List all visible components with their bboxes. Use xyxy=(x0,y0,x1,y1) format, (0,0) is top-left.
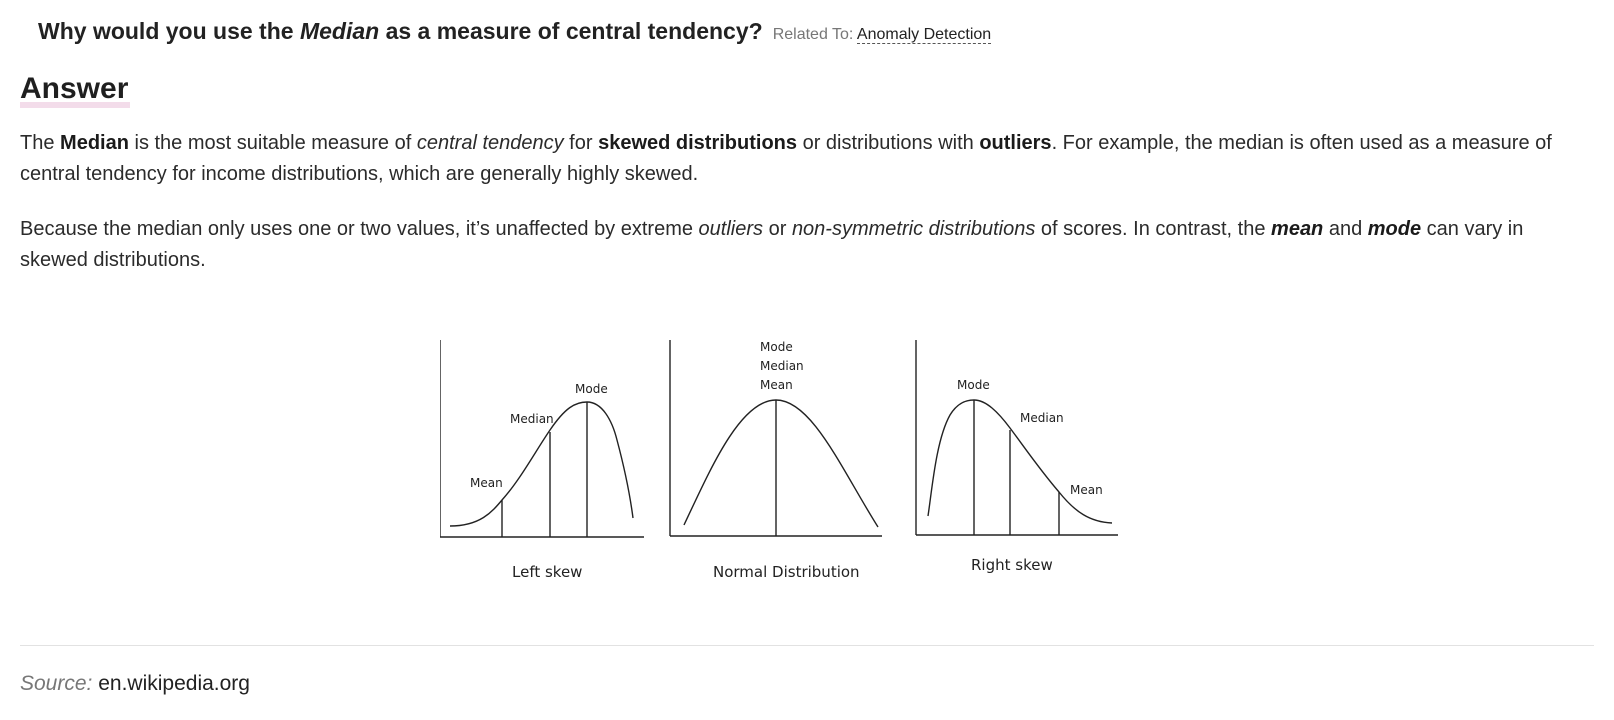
normal-caption: Normal Distribution xyxy=(713,563,860,581)
left-skew-mode-label: Mode xyxy=(575,382,608,396)
normal-mode-label: Mode xyxy=(760,340,793,354)
question-emphasis: Median xyxy=(299,18,380,44)
p1-text: . For example, the median is often used … xyxy=(20,132,1552,185)
p1-text: for xyxy=(563,132,599,154)
question-prefix: Why would you use the xyxy=(38,18,300,44)
related-topic-link[interactable]: Anomaly Detection xyxy=(856,26,992,44)
answer-heading: Answer xyxy=(20,72,129,105)
p1-bold: outliers xyxy=(979,132,1052,154)
p1-text: or distributions with xyxy=(797,132,980,154)
p2-text: can vary in skewed distributions. xyxy=(20,218,1524,271)
left-skew-mean-label: Mean xyxy=(470,476,503,490)
right-skew-caption: Right skew xyxy=(971,556,1053,574)
left-skew-caption: Left skew xyxy=(512,563,582,581)
p1-text: The xyxy=(20,132,61,154)
answer-paragraph-1: The Median is the most suitable measure … xyxy=(20,128,1594,190)
p2-bold-italic: mode xyxy=(1367,218,1422,240)
normal-median-label: Median xyxy=(760,359,804,373)
p2-bold-italic: mean xyxy=(1271,218,1324,240)
right-skew-mean-label: Mean xyxy=(1070,483,1103,497)
p1-text: is the most suitable measure of xyxy=(128,132,417,154)
p2-italic: non-symmetric distributions xyxy=(791,218,1036,240)
answer-paragraph-2: Because the median only uses one or two … xyxy=(20,214,1594,276)
answer-highlight xyxy=(20,102,130,108)
right-skew-curve xyxy=(927,399,1113,524)
p1-bold: Median xyxy=(60,132,129,154)
source-label: Source: xyxy=(20,672,93,695)
p1-italic: central tendency xyxy=(416,132,564,154)
right-skew-median-label: Median xyxy=(1020,411,1064,425)
related-to: Related To: Anomaly Detection xyxy=(772,26,992,44)
source-value: en.wikipedia.org xyxy=(98,672,250,695)
normal-mean-label: Mean xyxy=(760,378,793,392)
skew-diagram-figure: Mean Median Mode Left skew Mode Median M… xyxy=(439,334,1170,610)
p2-text: and xyxy=(1323,218,1368,240)
left-skew-median-label: Median xyxy=(510,412,554,426)
normal-curve xyxy=(683,399,879,528)
question-title: Why would you use the Median as a measur… xyxy=(38,18,992,45)
p2-text: of scores. In contrast, the xyxy=(1035,218,1272,240)
footer-divider xyxy=(20,645,1594,646)
left-skew-curve xyxy=(449,401,634,527)
right-skew-mode-label: Mode xyxy=(957,378,990,392)
p1-bold: skewed distributions xyxy=(598,132,798,154)
question-suffix: as a measure of central tendency? xyxy=(379,18,763,44)
p2-text: or xyxy=(763,218,792,240)
related-label: Related To: xyxy=(772,26,854,43)
source-line: Source: en.wikipedia.org xyxy=(20,672,250,696)
p2-italic: outliers xyxy=(698,218,764,240)
p2-text: Because the median only uses one or two … xyxy=(20,218,699,240)
skew-diagram: Mean Median Mode Left skew Mode Median M… xyxy=(439,334,1118,581)
